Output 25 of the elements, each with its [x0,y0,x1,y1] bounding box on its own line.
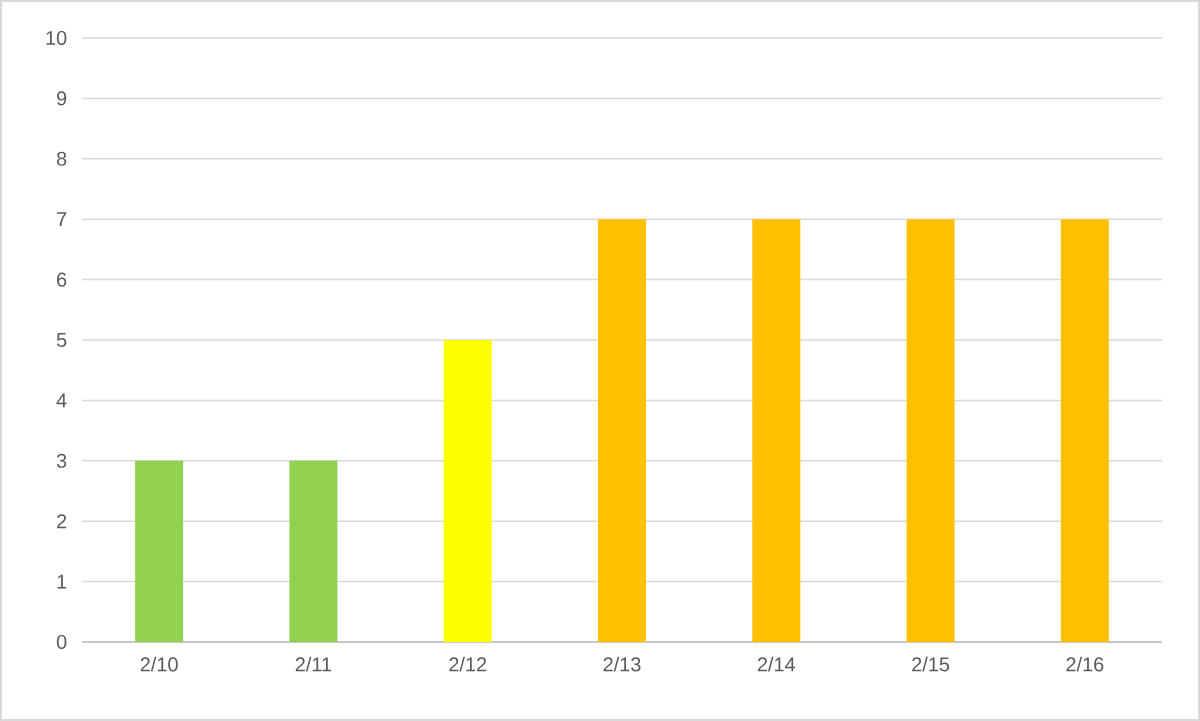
x-tick-label: 2/16 [1066,656,1104,672]
x-tick-label: 2/11 [295,656,332,672]
bar [1060,219,1109,642]
bar [289,460,338,642]
bar [752,219,801,642]
y-tick-label: 9 [57,91,67,106]
y-tick-label: 0 [56,634,67,650]
y-tick-label: 7 [57,212,67,227]
x-tick-label: 2/13 [603,656,641,672]
y-tick-label: 10 [46,30,67,46]
x-tick-label: 2/10 [140,656,178,672]
y-tick-label: 3 [56,453,67,468]
x-tick-label: 2/12 [449,656,487,672]
bar [443,339,492,642]
y-tick-label: 1 [57,574,67,589]
y-tick-label: 4 [56,393,67,408]
x-tick-label: 2/14 [757,656,796,672]
y-tick-label: 8 [56,151,67,166]
y-tick-label: 6 [57,272,67,287]
y-tick-label: 2 [57,514,67,529]
y-tick-label: 5 [56,333,67,347]
x-tick-label: 2/15 [912,656,950,672]
bar [598,219,646,642]
bar [135,460,184,642]
bar [906,219,955,642]
